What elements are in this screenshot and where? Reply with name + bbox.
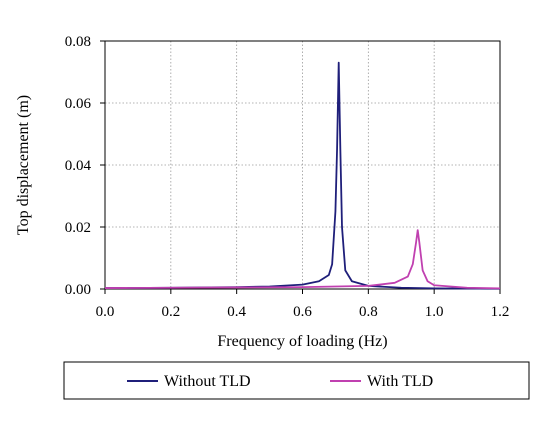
y-tick-label: 0.00 [65,282,91,298]
y-tick-label: 0.02 [65,220,91,236]
y-tick-label: 0.06 [65,96,92,112]
x-tick-label: 0.6 [293,304,312,320]
series [104,61,501,290]
y-tick-label: 0.04 [65,158,92,174]
x-tick-label: 1.2 [491,304,510,320]
x-tick-label: 0.4 [227,304,246,320]
x-tick-label: 0.0 [96,304,115,320]
x-tick-label: 0.2 [161,304,180,320]
series-line-with-tld [104,229,501,290]
legend: Without TLD With TLD [63,361,530,400]
y-axis-title: Top displacement (m) [15,95,32,235]
grid [105,41,500,289]
y-tick-label: 0.08 [65,34,91,50]
x-tick-label: 1.0 [425,304,444,320]
legend-label-with-tld: With TLD [367,373,433,390]
x-axis-title: Frequency of loading (Hz) [217,333,387,350]
x-tick-label: 0.8 [359,304,378,320]
ticks: 0.0 0.2 0.4 0.6 0.8 1.0 1.2 0.00 0.02 0.04 0.06 0.0… [65,34,510,320]
legend-label-without-tld: Without TLD [164,373,251,390]
